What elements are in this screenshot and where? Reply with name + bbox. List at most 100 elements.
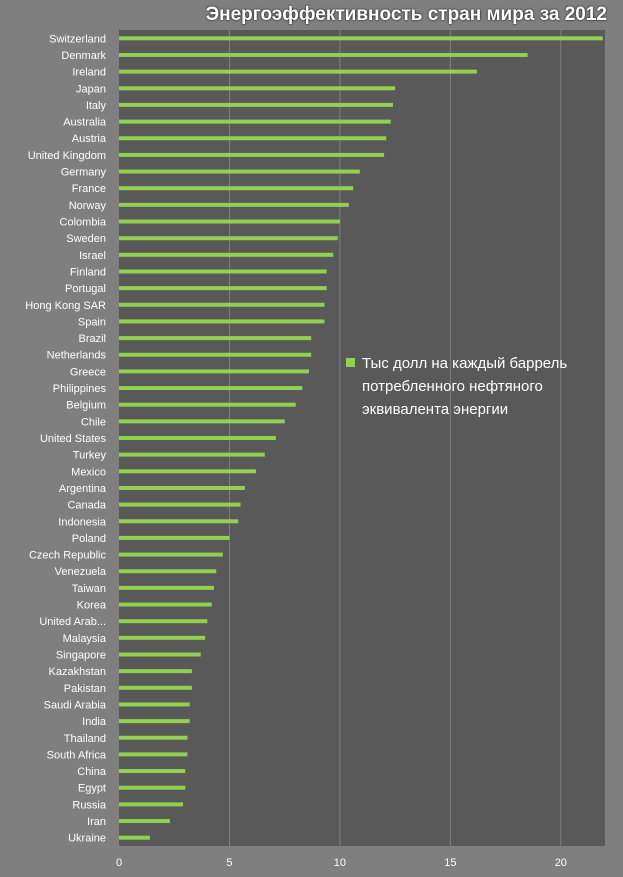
category-label: Portugal <box>65 283 106 295</box>
category-label: Spain <box>78 316 106 328</box>
bar <box>119 152 385 157</box>
category-label: Saudi Arabia <box>44 699 107 711</box>
category-label: Finland <box>70 266 106 278</box>
category-label: Chile <box>81 416 106 428</box>
bar <box>119 485 245 490</box>
category-label: Indonesia <box>58 516 107 528</box>
category-label: South Africa <box>47 749 107 761</box>
bar <box>119 635 206 640</box>
category-label: Iran <box>87 816 106 828</box>
category-label: Russia <box>72 799 107 811</box>
category-label: Austria <box>72 133 107 145</box>
category-label: Singapore <box>56 649 106 661</box>
category-label: Philippines <box>53 383 107 395</box>
bar <box>119 52 528 57</box>
bar <box>119 219 340 224</box>
category-label: United States <box>40 433 107 445</box>
bar <box>119 652 201 657</box>
bar <box>119 585 214 590</box>
bar <box>119 186 354 191</box>
bar <box>119 452 265 457</box>
category-label: Malaysia <box>63 633 107 645</box>
bar <box>119 619 208 624</box>
bar <box>119 569 217 574</box>
category-label: Korea <box>77 600 107 612</box>
category-label: Switzerland <box>49 33 106 45</box>
bar <box>119 702 190 707</box>
bar <box>119 286 327 291</box>
x-tick-label: 5 <box>226 857 232 869</box>
bar <box>119 336 312 341</box>
category-label: Argentina <box>59 483 107 495</box>
bar <box>119 719 190 724</box>
bar <box>119 752 188 757</box>
category-label: Venezuela <box>55 566 107 578</box>
bar <box>119 169 360 174</box>
bar <box>119 36 603 41</box>
category-label: Brazil <box>78 333 106 345</box>
category-label: Turkey <box>73 450 107 462</box>
category-label: Egypt <box>78 783 106 795</box>
category-label: Italy <box>86 100 107 112</box>
category-label: United Kingdom <box>28 150 106 162</box>
category-label: Thailand <box>64 733 106 745</box>
x-tick-label: 0 <box>116 857 122 869</box>
bar <box>119 352 312 357</box>
bar <box>119 819 170 824</box>
bar <box>119 436 276 440</box>
bar <box>119 402 296 407</box>
category-label: Australia <box>63 117 107 129</box>
x-tick-label: 20 <box>555 857 567 869</box>
category-label: Taiwan <box>72 583 106 595</box>
bar <box>119 835 150 840</box>
bar <box>119 236 338 241</box>
category-label: Sweden <box>66 233 106 245</box>
bar <box>119 369 309 374</box>
category-label: Belgium <box>66 400 106 412</box>
category-label: Colombia <box>60 217 107 229</box>
bar <box>119 685 192 690</box>
bar <box>119 136 387 141</box>
category-label: Greece <box>70 366 106 378</box>
category-label: Czech Republic <box>29 550 107 562</box>
bar <box>119 86 396 91</box>
category-label: Canada <box>67 500 106 512</box>
bar <box>119 102 393 107</box>
category-label: China <box>77 766 107 778</box>
chart-title: Энергоэффективность стран мира за 2012 <box>205 4 607 25</box>
bar <box>119 502 241 507</box>
x-tick-label: 15 <box>444 857 456 869</box>
bar <box>119 302 325 307</box>
bar <box>119 269 327 274</box>
category-label: Ukraine <box>68 833 106 845</box>
category-label: Norway <box>69 200 107 212</box>
category-label: Netherlands <box>47 350 107 362</box>
category-label: Germany <box>61 167 107 179</box>
category-label: Mexico <box>71 466 106 478</box>
bar <box>119 602 212 607</box>
category-label: India <box>82 716 107 728</box>
bar <box>119 735 188 740</box>
bar <box>119 785 186 790</box>
category-label: Hong Kong SAR <box>25 300 106 312</box>
bar <box>119 202 349 207</box>
bar <box>119 535 230 540</box>
category-label: United Arab... <box>39 616 106 628</box>
category-label: Poland <box>72 533 106 545</box>
legend: Тыс долл на каждый баррель потребленного… <box>346 352 611 421</box>
bar <box>119 669 192 674</box>
category-label: Denmark <box>61 50 106 62</box>
bar <box>119 319 325 324</box>
legend-label: Тыс долл на каждый баррель потребленного… <box>362 355 568 418</box>
category-label: Japan <box>76 83 106 95</box>
bar <box>119 419 285 424</box>
bar <box>119 769 186 774</box>
category-label: Kazakhstan <box>49 666 106 678</box>
bar <box>119 119 391 124</box>
bar <box>119 69 477 74</box>
bar <box>119 469 256 474</box>
bar <box>119 552 223 557</box>
category-label: France <box>72 183 106 195</box>
